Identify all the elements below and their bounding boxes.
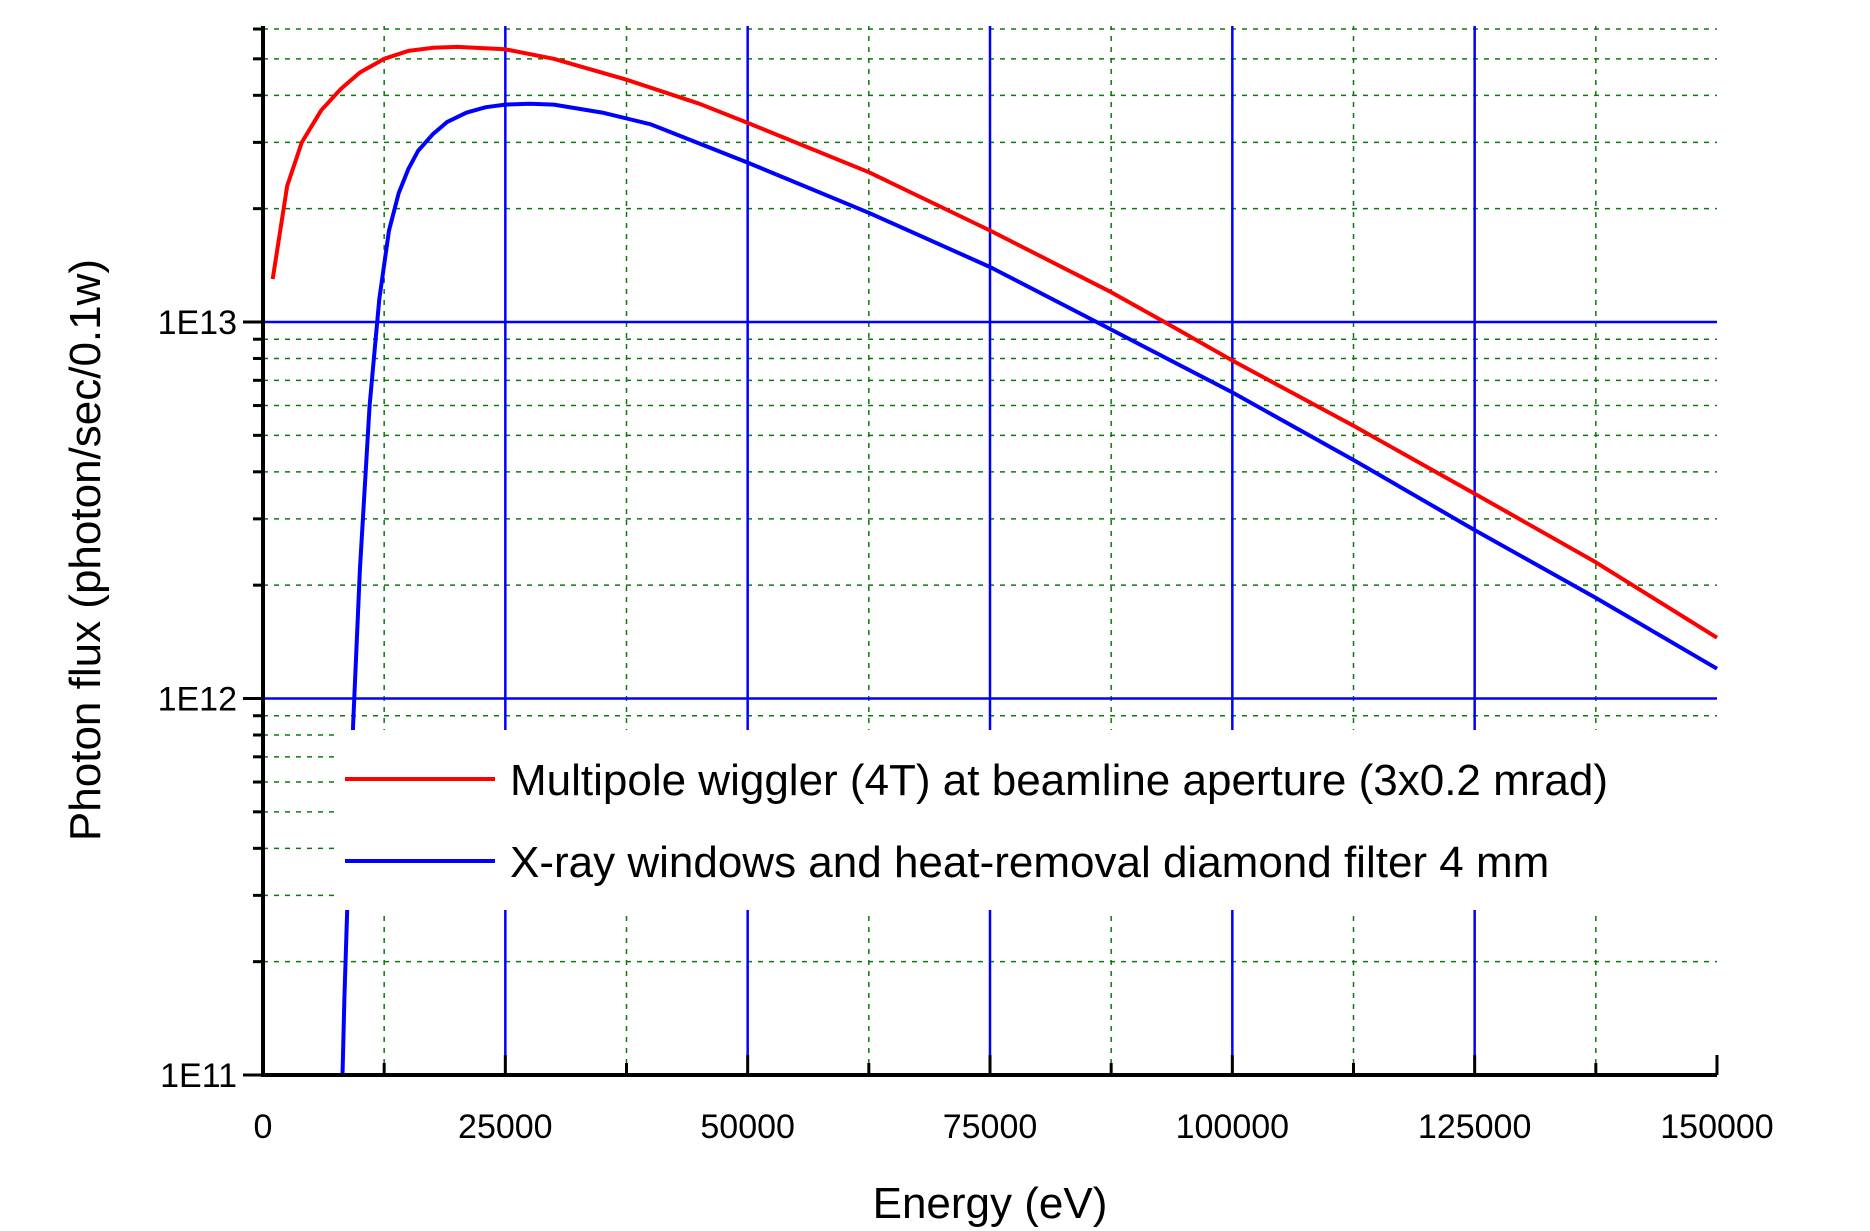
series-layer	[270, 44, 1719, 1076]
series-line-0	[270, 44, 1719, 640]
x-tick-label: 100000	[1176, 1108, 1289, 1146]
y-tick-label: 1E13	[158, 304, 237, 342]
y-axis-title: Photon flux (photon/sec/0.1w)	[61, 259, 110, 841]
legend-mask	[337, 730, 1717, 910]
x-tick-label: 50000	[700, 1108, 795, 1146]
ticks	[243, 27, 1719, 1077]
x-tick-label: 0	[254, 1108, 273, 1146]
y-tick-label: 1E12	[158, 681, 237, 719]
x-tick-label: 75000	[943, 1108, 1038, 1146]
x-tick-label: 150000	[1660, 1108, 1773, 1146]
major-grid	[263, 26, 1717, 1075]
x-tick-label: 125000	[1418, 1108, 1531, 1146]
tick-labels: 0 25000 50000 75000 100000 125000 150000 1E11 1E…	[158, 304, 1774, 1146]
legend-label-0: Multipole wiggler (4T) at beamline apert…	[510, 756, 1608, 805]
x-axis-title: Energy (eV)	[873, 1179, 1108, 1228]
series-line-1	[340, 101, 1719, 1076]
y-tick-label: 1E11	[160, 1057, 237, 1095]
legend: Multipole wiggler (4T) at beamline apert…	[337, 730, 1717, 910]
legend-label-1: X-ray windows and heat-removal diamond f…	[510, 838, 1549, 887]
x-tick-label: 25000	[458, 1108, 553, 1146]
